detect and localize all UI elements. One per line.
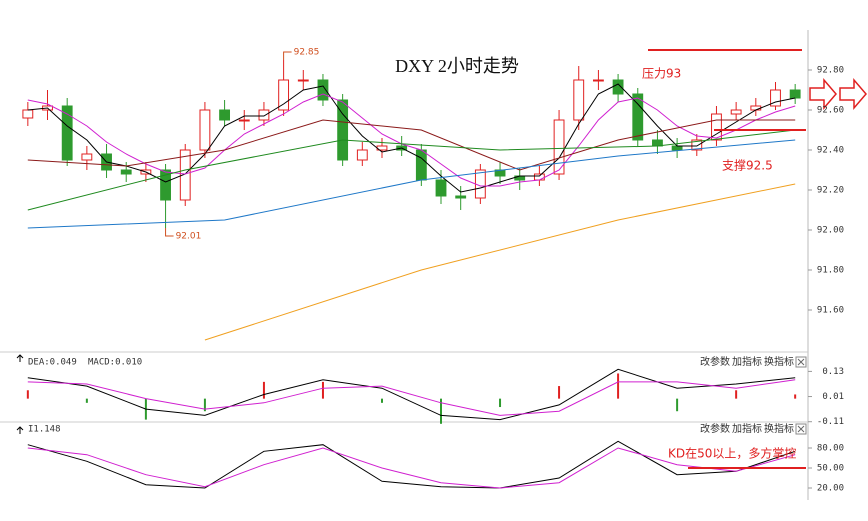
panel-button[interactable]: 改参数 bbox=[700, 355, 730, 368]
y-tick-label: 50.00 bbox=[817, 464, 844, 474]
arrow-icon bbox=[839, 77, 867, 111]
candle-body bbox=[553, 119, 565, 175]
close-icon bbox=[797, 425, 805, 433]
y-tick-label: 92.40 bbox=[817, 146, 844, 156]
candle-body bbox=[81, 153, 93, 161]
candle-body bbox=[415, 149, 427, 181]
candle-body bbox=[297, 79, 309, 82]
candle-body bbox=[337, 99, 349, 161]
indicator-line bbox=[27, 440, 796, 489]
chart-title: DXY 2小时走势 bbox=[395, 56, 519, 76]
extreme-label: 92.85 bbox=[294, 48, 320, 58]
candle-body bbox=[179, 149, 191, 201]
candle-body bbox=[711, 113, 722, 141]
candle-body bbox=[533, 173, 545, 181]
y-tick-label: 20.00 bbox=[817, 484, 844, 494]
indicator-line bbox=[27, 447, 796, 489]
header-icon bbox=[16, 426, 24, 434]
panel-button[interactable]: 加指标 bbox=[732, 355, 762, 368]
candle-body bbox=[219, 109, 231, 121]
y-tick-label: 91.60 bbox=[817, 306, 844, 316]
candle-body bbox=[258, 109, 270, 121]
candle-body bbox=[238, 119, 250, 122]
candle-body bbox=[435, 179, 447, 197]
panel-header: I1.148 bbox=[28, 425, 61, 435]
panel-button[interactable]: 改参数 bbox=[700, 422, 730, 435]
level-label: KD在50以上，多方掌控 bbox=[668, 446, 796, 461]
panel-header: MACD:0.010 bbox=[88, 358, 142, 368]
extreme-marker bbox=[165, 228, 174, 237]
level-label: 支撑92.5 bbox=[722, 158, 773, 173]
y-tick-label: 0.01 bbox=[822, 392, 844, 402]
candle-body bbox=[592, 79, 604, 82]
indicator-line bbox=[27, 368, 796, 421]
y-tick-label: 92.20 bbox=[817, 186, 844, 196]
indicator-line bbox=[27, 129, 796, 211]
indicator-line bbox=[27, 139, 796, 229]
indicator-line bbox=[27, 83, 796, 193]
panel-button[interactable]: 换指标 bbox=[764, 355, 794, 368]
candle-body bbox=[770, 89, 781, 107]
y-tick-label: 92.60 bbox=[817, 106, 844, 116]
candle-body bbox=[120, 169, 132, 175]
indicator-line bbox=[27, 379, 796, 416]
indicator-line bbox=[204, 183, 796, 341]
y-tick-label: -0.11 bbox=[817, 417, 844, 427]
candle-body bbox=[671, 145, 683, 151]
candle-body bbox=[730, 109, 742, 115]
candle-body bbox=[61, 105, 73, 161]
level-label: 压力93 bbox=[642, 67, 681, 81]
panel-button[interactable]: 加指标 bbox=[732, 422, 762, 435]
panel-header: DEA:0.049 bbox=[28, 358, 77, 368]
candle-body bbox=[356, 149, 368, 161]
close-icon bbox=[797, 358, 805, 366]
extreme-label: 92.01 bbox=[176, 232, 202, 242]
indicator-line bbox=[27, 119, 796, 171]
candle-body bbox=[691, 139, 703, 151]
header-icon bbox=[16, 354, 24, 362]
y-tick-label: 0.13 bbox=[822, 367, 844, 377]
candle-body bbox=[632, 93, 644, 141]
candle-body bbox=[199, 109, 211, 151]
y-tick-label: 92.80 bbox=[817, 66, 844, 76]
candle-body bbox=[789, 89, 801, 99]
candle-body bbox=[573, 79, 585, 121]
y-tick-label: 91.80 bbox=[817, 266, 844, 276]
extreme-marker bbox=[283, 51, 292, 60]
indicator-line bbox=[27, 93, 796, 187]
arrow-icon bbox=[809, 77, 837, 111]
candle-body bbox=[455, 195, 467, 199]
candle-body bbox=[22, 109, 34, 119]
candle-body bbox=[474, 169, 486, 199]
y-tick-label: 80.00 bbox=[817, 444, 844, 454]
candle-body bbox=[317, 79, 329, 101]
candle-body bbox=[278, 79, 290, 111]
candle-body bbox=[160, 169, 171, 201]
y-tick-label: 92.00 bbox=[817, 226, 844, 236]
panel-button[interactable]: 换指标 bbox=[764, 422, 794, 435]
candle-body bbox=[750, 105, 762, 111]
